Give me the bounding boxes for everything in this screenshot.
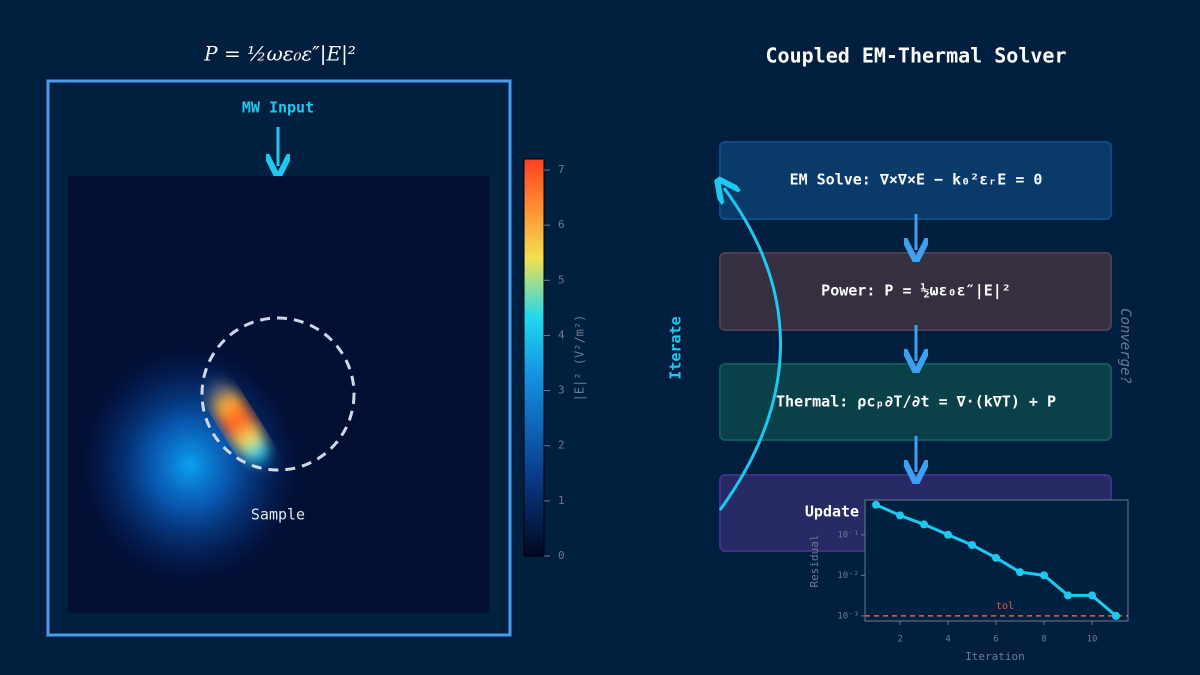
x-tick-label: 4 <box>945 635 950 645</box>
series-point <box>944 530 953 539</box>
y-axis-label: Residual <box>808 535 821 588</box>
converge-label: Converge? <box>1117 308 1133 384</box>
step-label: Update <box>805 503 859 521</box>
y-tick-label: 10⁻² <box>837 571 859 581</box>
x-tick-label: 8 <box>1041 635 1046 645</box>
series-point <box>992 553 1001 562</box>
step-label: EM Solve: ∇×∇×E − k₀²εᵣE = 0 <box>790 171 1043 189</box>
colorbar-tick-label: 3 <box>558 384 565 397</box>
x-axis-label: Iteration <box>965 650 1025 663</box>
loop-arrow <box>720 188 782 511</box>
hot-spot <box>205 374 271 470</box>
x-tick-label: 2 <box>897 635 902 645</box>
y-tick-label: 10⁻¹ <box>837 530 859 540</box>
input-label: MW Input <box>242 99 314 117</box>
colorbar-tick-label: 5 <box>558 273 565 286</box>
colorbar-tick-label: 1 <box>558 494 565 507</box>
colorbar-ticks: 0 1 2 3 4 5 6 7 <box>544 163 565 562</box>
series-point <box>1016 568 1025 577</box>
series-point <box>968 541 977 550</box>
sample-outline <box>200 316 356 472</box>
solver-title: Coupled EM-Thermal Solver <box>765 44 1066 68</box>
x-tick-label: 6 <box>993 635 998 645</box>
threshold-label: tol <box>996 601 1014 612</box>
colorbar-tick-label: 6 <box>558 218 565 231</box>
panel-title: P = ½ωε₀ε″|E|² <box>203 42 356 67</box>
y-tick-label: 10⁻³ <box>837 611 859 621</box>
colorbar-label: |E|² (V²/m²) <box>573 315 587 402</box>
colorbar <box>523 158 545 557</box>
series-point <box>1112 611 1121 620</box>
colorbar-tick-label: 7 <box>558 163 565 176</box>
sample-label: Sample <box>251 506 305 524</box>
colorbar-tick-label: 2 <box>558 439 565 452</box>
series-point <box>1040 571 1049 580</box>
step-label: Thermal: ρcₚ∂T/∂t = ∇·(k∇T) + P <box>776 393 1056 411</box>
colorbar-tick-label: 0 <box>558 549 565 562</box>
step-label: Power: P = ½ωε₀ε″|E|² <box>821 282 1011 301</box>
loop-label: Iterate <box>667 316 685 379</box>
series-point <box>872 500 881 509</box>
series-point <box>920 520 929 529</box>
series-point <box>896 511 905 520</box>
colorbar-tick-label: 4 <box>558 328 565 341</box>
inset-chart: 2 4 6 8 10 10⁻³ 10⁻² 10⁻¹ tol <box>837 500 1128 645</box>
x-tick-label: 10 <box>1087 635 1098 645</box>
field-glow <box>70 335 310 595</box>
series-point <box>1088 591 1097 600</box>
series-point <box>1064 591 1073 600</box>
